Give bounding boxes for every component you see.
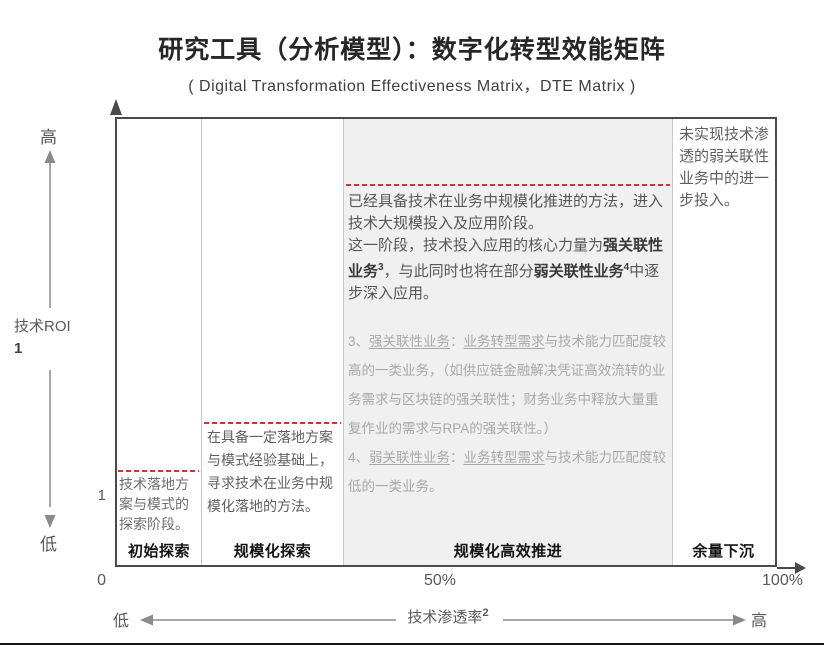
y-axis-low-label: 低 bbox=[40, 535, 57, 554]
x-axis-title-footnote-marker: 2 bbox=[482, 607, 489, 619]
weak-business-term: 弱关联性业务4 bbox=[533, 262, 630, 280]
y-axis-title-footnote-marker: 1 bbox=[14, 340, 23, 357]
footnote-4: 4、弱关联性业务：业务转型需求与技术能力匹配度较低的一类业务。 bbox=[348, 450, 667, 494]
stage3-footnotes: 3、强关联性业务：业务转型需求与技术能力匹配度较高的一类业务，（如供应链金融解决… bbox=[348, 327, 666, 501]
x-axis-tick-100: 100% bbox=[762, 572, 803, 589]
x-axis-tick-0: 0 bbox=[97, 572, 106, 589]
y-axis-title: 技术ROI 1 bbox=[14, 316, 71, 359]
roi-threshold-dashed-line bbox=[118, 470, 199, 472]
stage4-description: 未实现技术渗透的弱关联性业务中的进一步投入。 bbox=[679, 126, 770, 209]
y-axis-double-arrow-icon bbox=[44, 150, 56, 528]
stage4-label: 余量下沉 bbox=[692, 543, 755, 560]
footnote-3: 3、强关联性业务：业务转型需求与技术能力匹配度较高的一类业务，（如供应链金融解决… bbox=[348, 334, 667, 436]
x-axis-arrowhead-icon bbox=[777, 562, 806, 574]
stage3-description: 已经具备技术在业务中规模化推进的方法，进入技术大规模投入及应用阶段。 这一阶段，… bbox=[348, 191, 664, 305]
x-axis-left-arrow-icon bbox=[140, 614, 396, 626]
page-subtitle: ( Digital Transformation Effectiveness M… bbox=[188, 78, 636, 95]
x-axis-right-arrow-icon bbox=[503, 614, 746, 626]
strong-business-term: 强关联性业务3 bbox=[348, 237, 664, 280]
x-axis-high-label: 高 bbox=[751, 613, 768, 630]
slide-footer-divider bbox=[0, 643, 824, 645]
stage1-label: 初始探索 bbox=[127, 543, 190, 560]
column-residual-sink: 未实现技术渗透的弱关联性业务中的进一步投入。 余量下沉 bbox=[673, 119, 774, 565]
stage1-description: 技术落地方案与模式的探索阶段。 bbox=[119, 476, 189, 532]
y-axis-arrowhead-icon bbox=[110, 99, 122, 115]
column-scale-exploration: 在具备一定落地方案与模式经验基础上，寻求技术在业务中规模化落地的方法。 规模化探… bbox=[202, 119, 344, 565]
roi-threshold-dashed-line bbox=[204, 422, 341, 424]
stage3-paragraph-1: 已经具备技术在业务中规模化推进的方法，进入技术大规模投入及应用阶段。 bbox=[348, 193, 664, 232]
stage2-description: 在具备一定落地方案与模式经验基础上，寻求技术在业务中规模化落地的方法。 bbox=[207, 429, 333, 514]
stage3-label: 规模化高效推进 bbox=[453, 543, 563, 560]
matrix-plot: 技术落地方案与模式的探索阶段。 初始探索 在具备一定落地方案与模式经验基础上，寻… bbox=[115, 117, 777, 567]
column-initial-exploration: 技术落地方案与模式的探索阶段。 初始探索 bbox=[117, 119, 202, 565]
stage3-paragraph-2: 这一阶段，技术投入应用的核心力量为强关联性业务3，与此同时也将在部分弱关联性业务… bbox=[348, 237, 664, 302]
column-scale-efficient-advance: 已经具备技术在业务中规模化推进的方法，进入技术大规模投入及应用阶段。 这一阶段，… bbox=[344, 119, 673, 565]
y-axis-high-label: 高 bbox=[40, 128, 57, 147]
x-axis-low-label: 低 bbox=[113, 613, 130, 630]
roi-threshold-dashed-line bbox=[346, 184, 670, 186]
x-axis-tick-50: 50% bbox=[423, 572, 457, 589]
y-axis-tick-1: 1 bbox=[97, 487, 106, 504]
page-title: 研究工具（分析模型）：数字化转型效能矩阵 bbox=[158, 36, 666, 64]
matrix-columns: 技术落地方案与模式的探索阶段。 初始探索 在具备一定落地方案与模式经验基础上，寻… bbox=[117, 119, 775, 565]
y-axis-title-text: 技术ROI bbox=[14, 318, 71, 335]
x-axis-title: 技术渗透率2 bbox=[407, 607, 489, 626]
stage2-label: 规模化探索 bbox=[233, 543, 312, 560]
